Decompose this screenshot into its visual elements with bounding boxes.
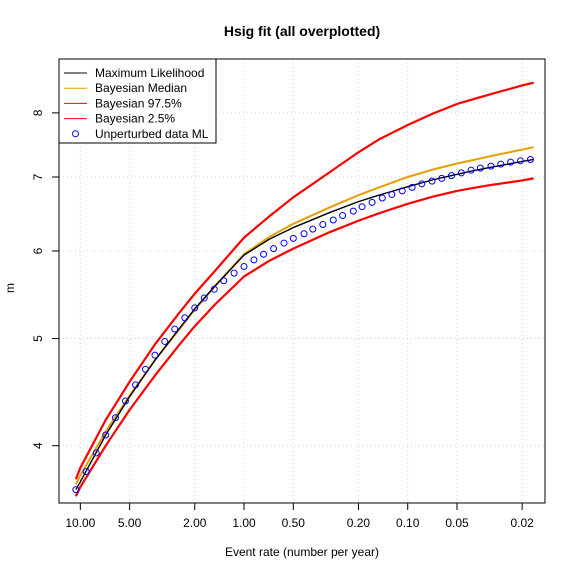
x-tick-label: 0.10 — [396, 516, 420, 530]
chart-title: Hsig fit (all overplotted) — [224, 23, 380, 39]
legend-label-bayesian-median: Bayesian Median — [95, 81, 187, 95]
y-tick-label: 8 — [31, 109, 45, 116]
x-tick-label: 1.00 — [232, 516, 256, 530]
legend-label-bayesian-2-5: Bayesian 2.5% — [95, 112, 175, 126]
x-tick-label: 0.50 — [282, 516, 306, 530]
legend-label-unperturbed-data-ml: Unperturbed data ML — [95, 127, 209, 141]
y-tick-label: 7 — [31, 173, 45, 180]
x-tick-label: 0.02 — [510, 516, 534, 530]
x-tick-label: 0.20 — [347, 516, 371, 530]
y-tick-label: 5 — [31, 335, 45, 342]
x-tick-label: 2.00 — [183, 516, 207, 530]
x-axis-label: Event rate (number per year) — [225, 545, 379, 559]
legend-label-maximum-likelihood: Maximum Likelihood — [95, 66, 204, 80]
x-tick-label: 10.00 — [65, 516, 95, 530]
y-tick-label: 4 — [31, 442, 45, 449]
legend-label-bayesian-97-5: Bayesian 97.5% — [95, 96, 182, 110]
x-tick-label: 5.00 — [118, 516, 142, 530]
y-axis-label: m — [3, 283, 17, 293]
y-tick-label: 6 — [31, 247, 45, 254]
x-tick-label: 0.05 — [445, 516, 469, 530]
